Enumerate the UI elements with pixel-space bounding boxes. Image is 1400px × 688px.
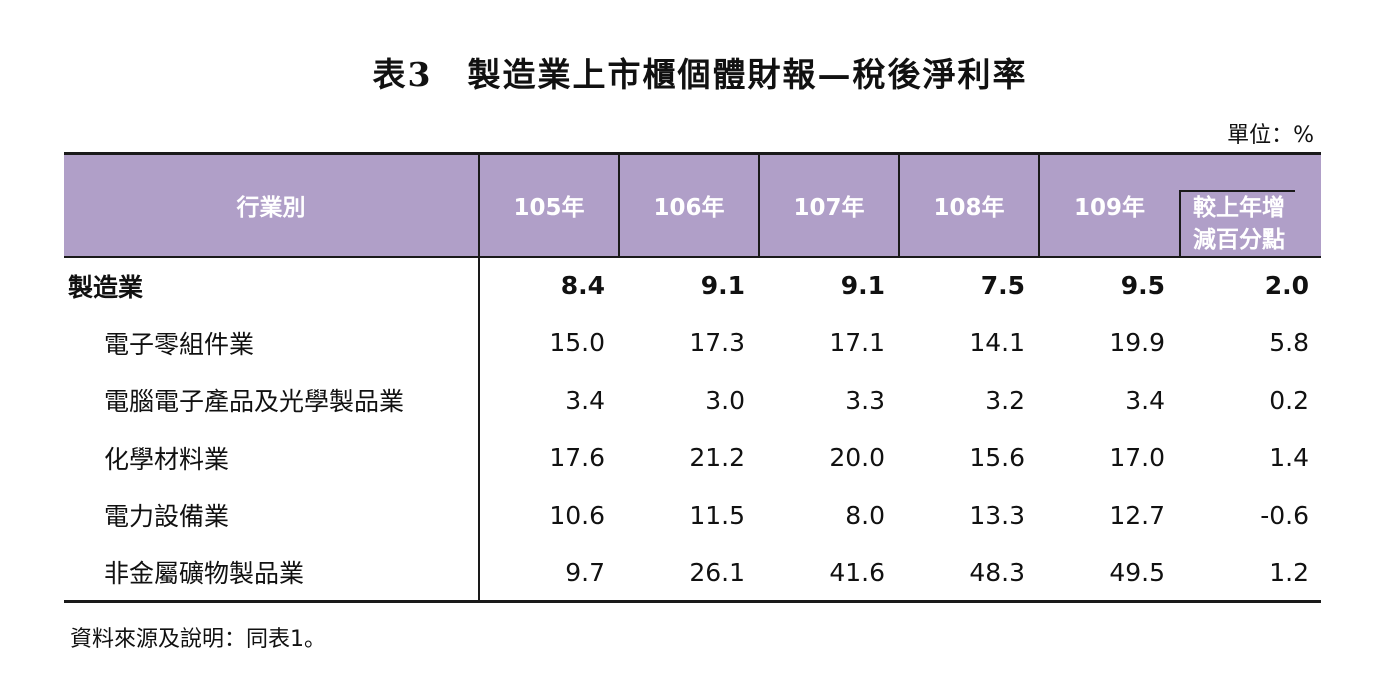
row-value-cell: 49.5 bbox=[1039, 544, 1179, 603]
row-diff-cell: 5.8 bbox=[1269, 328, 1309, 358]
row-industry-name: 電力設備業 bbox=[64, 486, 480, 544]
table-row: 電腦電子產品及光學製品業 3.4 3.0 3.3 3.2 3.4 0.2 bbox=[64, 371, 1321, 429]
header-diff-line2: 減百分點 bbox=[1193, 226, 1285, 253]
header-diff: 較上年增 減百分點 bbox=[1179, 152, 1321, 258]
row-value-cell: 3.0 bbox=[705, 385, 745, 415]
row-value-cell: 41.6 bbox=[759, 544, 899, 603]
row-value-cell: 26.1 bbox=[619, 544, 759, 603]
table-title: 表3 製造業上市櫃個體財報—稅後淨利率 bbox=[372, 55, 1028, 94]
row-value-cell: 15.6 bbox=[969, 443, 1025, 473]
row-value-cell: 19.9 bbox=[1109, 328, 1165, 358]
row-industry-name: 製造業 bbox=[64, 256, 480, 314]
row-industry-name: 電腦電子產品及光學製品業 bbox=[64, 371, 480, 429]
header-year-109: 109年 bbox=[1039, 152, 1179, 258]
row-value-cell: 17.1 bbox=[829, 328, 885, 358]
row-value-cell: 8.4 bbox=[560, 271, 605, 301]
header-year-105: 105年 bbox=[479, 152, 620, 258]
header-year-107: 107年 bbox=[759, 152, 900, 258]
row-value-cell: 12.7 bbox=[1109, 500, 1165, 530]
row-diff-cell: 1.2 bbox=[1179, 544, 1321, 603]
row-diff-cell: 0.2 bbox=[1269, 385, 1309, 415]
header-diff-box: 較上年增 減百分點 bbox=[1179, 189, 1295, 256]
table-row: 電力設備業 10.6 11.5 8.0 13.3 12.7 -0.6 bbox=[64, 486, 1321, 544]
row-value-cell: 17.6 bbox=[549, 443, 605, 473]
row-value-cell: 3.4 bbox=[1125, 385, 1165, 415]
row-value-cell: 20.0 bbox=[829, 443, 885, 473]
row-value-cell: 15.0 bbox=[549, 328, 605, 358]
row-value-cell: 9.1 bbox=[700, 271, 745, 301]
row-value-cell: 13.3 bbox=[969, 500, 1025, 530]
row-industry-name: 化學材料業 bbox=[64, 429, 480, 487]
row-industry-name: 非金屬礦物製品業 bbox=[64, 544, 480, 603]
row-value-cell: 3.4 bbox=[565, 385, 605, 415]
header-year-106: 106年 bbox=[619, 152, 760, 258]
table-row: 製造業 8.4 9.1 9.1 7.5 9.5 2.0 bbox=[64, 256, 1321, 314]
unit-label: 單位：% bbox=[1227, 123, 1314, 148]
row-value-cell: 9.5 bbox=[1120, 271, 1165, 301]
table-header: 行業別 105年 106年 107年 108年 109年 較上年增 減百分點 bbox=[64, 152, 1321, 258]
net-profit-margin-table: 行業別 105年 106年 107年 108年 109年 較上年增 減百分點 製… bbox=[64, 152, 1321, 603]
table-body: 製造業 8.4 9.1 9.1 7.5 9.5 2.0 電子零組件業 15.0 17.3 17.1 1… bbox=[64, 256, 1321, 603]
header-diff-line1: 較上年增 bbox=[1193, 194, 1285, 221]
source-note: 資料來源及說明：同表1。 bbox=[70, 627, 326, 652]
row-value-cell: 17.3 bbox=[689, 328, 745, 358]
header-industry: 行業別 bbox=[64, 152, 480, 258]
row-value-cell: 21.2 bbox=[689, 443, 745, 473]
row-value-cell: 9.7 bbox=[479, 544, 619, 603]
row-value-cell: 17.0 bbox=[1109, 443, 1165, 473]
header-year-108: 108年 bbox=[899, 152, 1040, 258]
row-diff-cell: 1.4 bbox=[1269, 443, 1309, 473]
row-diff-cell: -0.6 bbox=[1260, 500, 1309, 530]
row-value-cell: 14.1 bbox=[969, 328, 1025, 358]
header-row: 行業別 105年 106年 107年 108年 109年 較上年增 減百分點 bbox=[64, 152, 1321, 258]
row-value-cell: 11.5 bbox=[689, 500, 745, 530]
row-value-cell: 48.3 bbox=[899, 544, 1039, 603]
data-table-container: 行業別 105年 106年 107年 108年 109年 較上年增 減百分點 製… bbox=[64, 152, 1321, 603]
row-value-cell: 9.1 bbox=[840, 271, 885, 301]
row-diff-cell: 2.0 bbox=[1264, 271, 1309, 301]
row-value-cell: 10.6 bbox=[549, 500, 605, 530]
table-row: 化學材料業 17.6 21.2 20.0 15.6 17.0 1.4 bbox=[64, 429, 1321, 487]
table-row: 非金屬礦物製品業 9.7 26.1 41.6 48.3 49.5 1.2 bbox=[64, 544, 1321, 603]
row-value-cell: 3.3 bbox=[845, 385, 885, 415]
row-value-cell: 7.5 bbox=[980, 271, 1025, 301]
row-value-cell: 8.0 bbox=[845, 500, 885, 530]
row-industry-name: 電子零組件業 bbox=[64, 314, 480, 372]
row-value-cell: 3.2 bbox=[985, 385, 1025, 415]
table-row: 電子零組件業 15.0 17.3 17.1 14.1 19.9 5.8 bbox=[64, 314, 1321, 372]
